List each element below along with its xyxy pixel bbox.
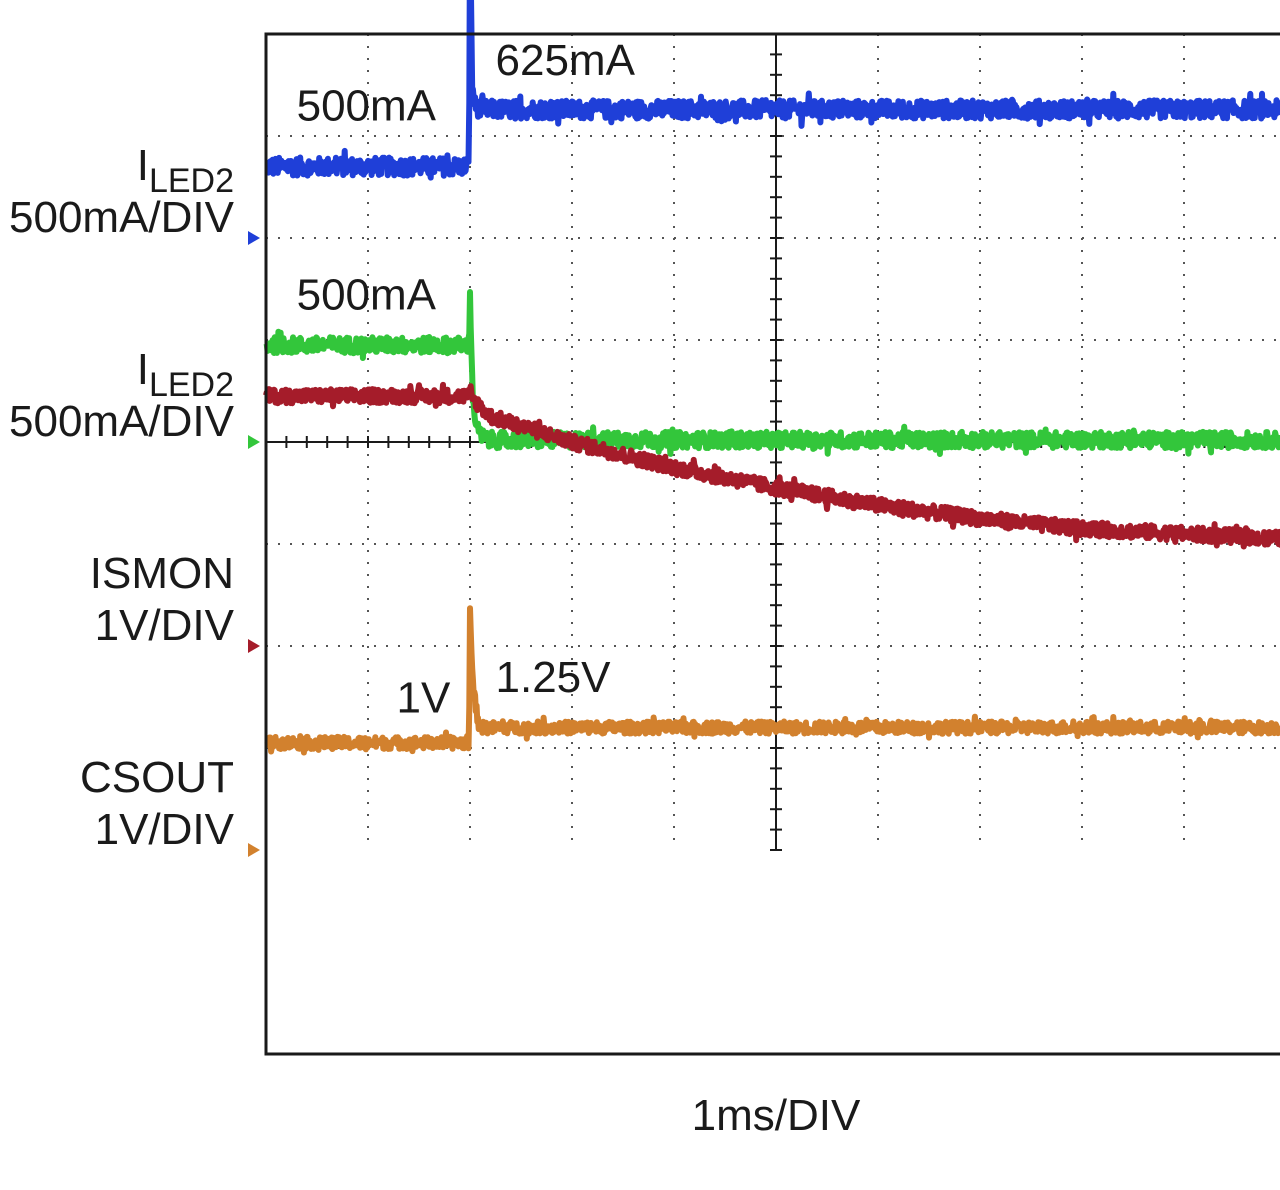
waveform-traces [263, 0, 1280, 756]
channel-labels: ILED2500mA/DIV500mA625mAILED2500mA/DIV50… [9, 36, 636, 857]
ch2-trace [263, 289, 1280, 457]
ch2-scale-label: 500mA/DIV [9, 397, 235, 446]
ch1-scale-label: 500mA/DIV [9, 193, 235, 242]
ch4-annotation: 1.25V [496, 653, 612, 702]
ch3-trace [263, 381, 1280, 550]
ch4-trace [263, 605, 1280, 756]
ch4-annotation: 1V [397, 673, 451, 722]
ch4-name-main: CSOUT [80, 753, 234, 802]
ch2-name-label: ILED2 [137, 345, 234, 404]
ch4-name-label: CSOUT [80, 753, 234, 802]
ch3-name-main: ISMON [90, 549, 234, 598]
ch3-scale-label: 1V/DIV [95, 601, 235, 650]
ch1-name-sub: LED2 [149, 162, 234, 200]
x-axis-label: 1ms/DIV [692, 1091, 861, 1140]
ch2-name-main: I [137, 345, 149, 394]
ch2-name-sub: LED2 [149, 366, 234, 404]
ch1-trace [263, 0, 1280, 181]
ch2-ground-marker [248, 435, 260, 449]
ch1-annotation: 625mA [496, 36, 636, 85]
ch4-scale-label: 1V/DIV [95, 805, 235, 854]
ch1-annotation: 500mA [297, 82, 437, 131]
ch2-annotation: 500mA [297, 270, 437, 319]
plot-frame [264, 32, 1280, 1056]
ch3-name-label: ISMON [90, 549, 234, 598]
ch3-ground-marker [248, 639, 260, 653]
ch1-name-label: ILED2 [137, 141, 234, 200]
ch4-ground-marker [248, 843, 260, 857]
ch1-name-main: I [137, 141, 149, 190]
ch1-ground-marker [248, 231, 260, 245]
